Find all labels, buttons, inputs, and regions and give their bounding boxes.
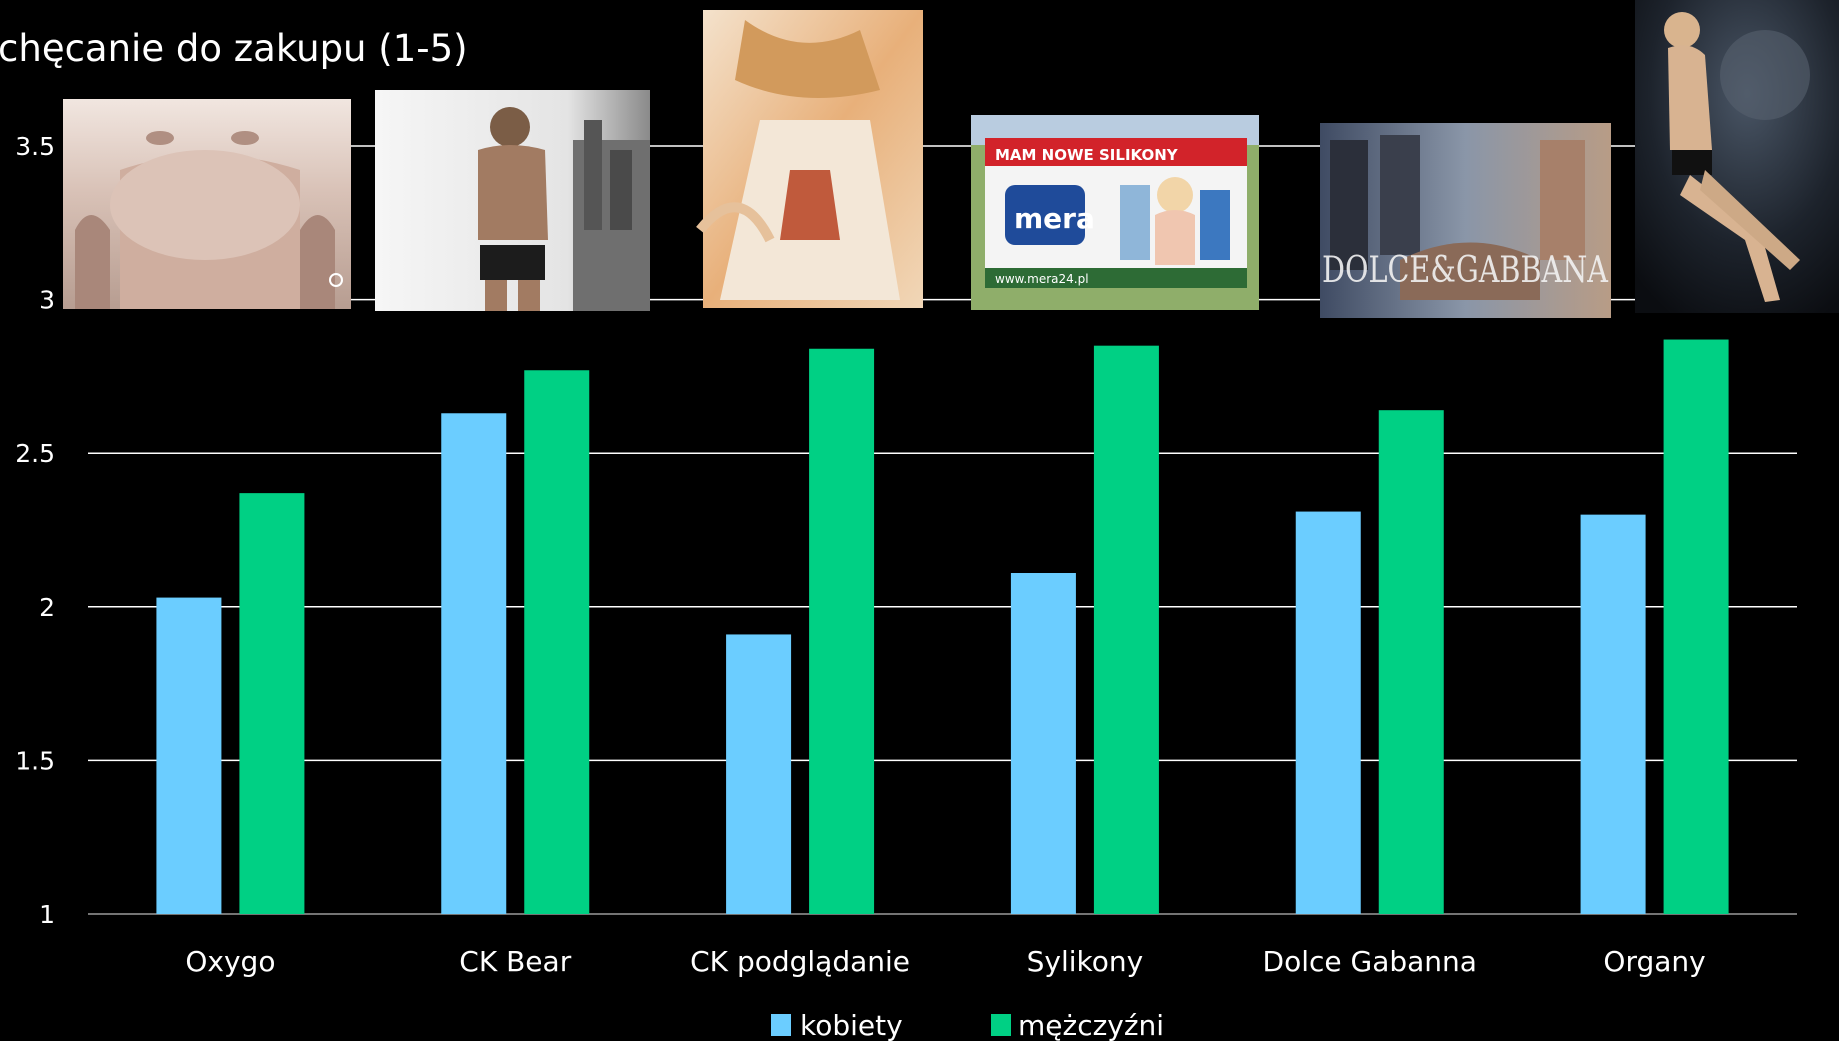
legend-swatch-mezczyzni xyxy=(991,1014,1011,1036)
bars xyxy=(156,339,1729,915)
bar-kobiety xyxy=(441,413,507,914)
bar-kobiety xyxy=(1295,511,1361,914)
ad-image-oxygo xyxy=(63,99,351,309)
y-tick-label: 1.5 xyxy=(15,746,55,775)
chart-title: Zachęcanie do zakupu (1-5) xyxy=(0,27,468,70)
bar-mezczyzni xyxy=(809,348,875,914)
bar-mezczyzni xyxy=(1378,410,1444,914)
category-label: Organy xyxy=(1603,945,1705,978)
bar-kobiety xyxy=(1010,573,1076,914)
y-tick-label: 3.5 xyxy=(15,132,55,161)
legend: kobiety mężczyźni xyxy=(771,1009,1164,1041)
y-tick-label: 2.5 xyxy=(15,439,55,468)
ad-image-organy xyxy=(1635,0,1839,313)
y-axis-tick-labels: 1 1.5 2 2.5 3 3.5 xyxy=(15,132,55,929)
svg-text:mera: mera xyxy=(1014,202,1095,235)
bar-mezczyzni xyxy=(1663,339,1729,914)
y-tick-label: 3 xyxy=(39,286,55,315)
bar-mezczyzni xyxy=(524,370,590,915)
ad-image-ck-bear xyxy=(375,90,650,311)
category-label: Oxygo xyxy=(185,945,275,978)
legend-swatch-kobiety xyxy=(771,1014,791,1036)
bar-mezczyzni xyxy=(239,493,305,914)
y-tick-label: 2 xyxy=(39,593,55,622)
svg-text:DOLCE&GABBANA: DOLCE&GABBANA xyxy=(1322,250,1609,291)
ad-image-dolce-gabbana: DOLCE&GABBANA xyxy=(1320,123,1611,318)
category-label: Sylikony xyxy=(1027,945,1144,978)
svg-text:www.mera24.pl: www.mera24.pl xyxy=(995,272,1089,286)
legend-label-kobiety: kobiety xyxy=(800,1009,903,1041)
category-label: CK Bear xyxy=(459,945,571,978)
x-axis-category-labels: Oxygo CK Bear CK podglądanie Sylikony Do… xyxy=(185,945,1705,978)
ad-images: MAM NOWE SILIKONY mera www.mera24.pl DOL… xyxy=(63,0,1839,318)
ad-image-sylikony: MAM NOWE SILIKONY mera www.mera24.pl xyxy=(971,115,1259,310)
bar-kobiety xyxy=(726,634,792,914)
gridlines xyxy=(88,145,1797,915)
svg-text:MAM NOWE SILIKONY: MAM NOWE SILIKONY xyxy=(995,146,1179,164)
bar-mezczyzni xyxy=(1093,345,1159,914)
bar-kobiety xyxy=(1580,514,1646,914)
bar-kobiety xyxy=(156,597,222,914)
y-tick-label: 1 xyxy=(39,900,55,929)
category-label: Dolce Gabanna xyxy=(1263,945,1477,978)
legend-label-mezczyzni: mężczyźni xyxy=(1018,1009,1164,1041)
ad-image-ck-podgladanie xyxy=(696,10,923,308)
category-label: CK podglądanie xyxy=(690,945,910,978)
